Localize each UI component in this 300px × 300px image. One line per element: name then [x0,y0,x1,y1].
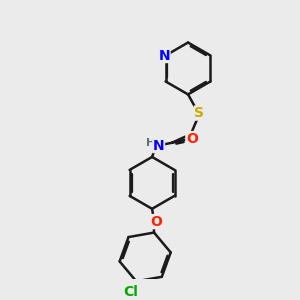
Text: S: S [194,106,204,120]
Text: N: N [158,49,170,62]
Text: O: O [186,132,198,145]
Text: H: H [146,138,156,148]
Text: Cl: Cl [123,285,138,299]
Text: O: O [150,214,162,229]
Text: N: N [153,139,164,153]
